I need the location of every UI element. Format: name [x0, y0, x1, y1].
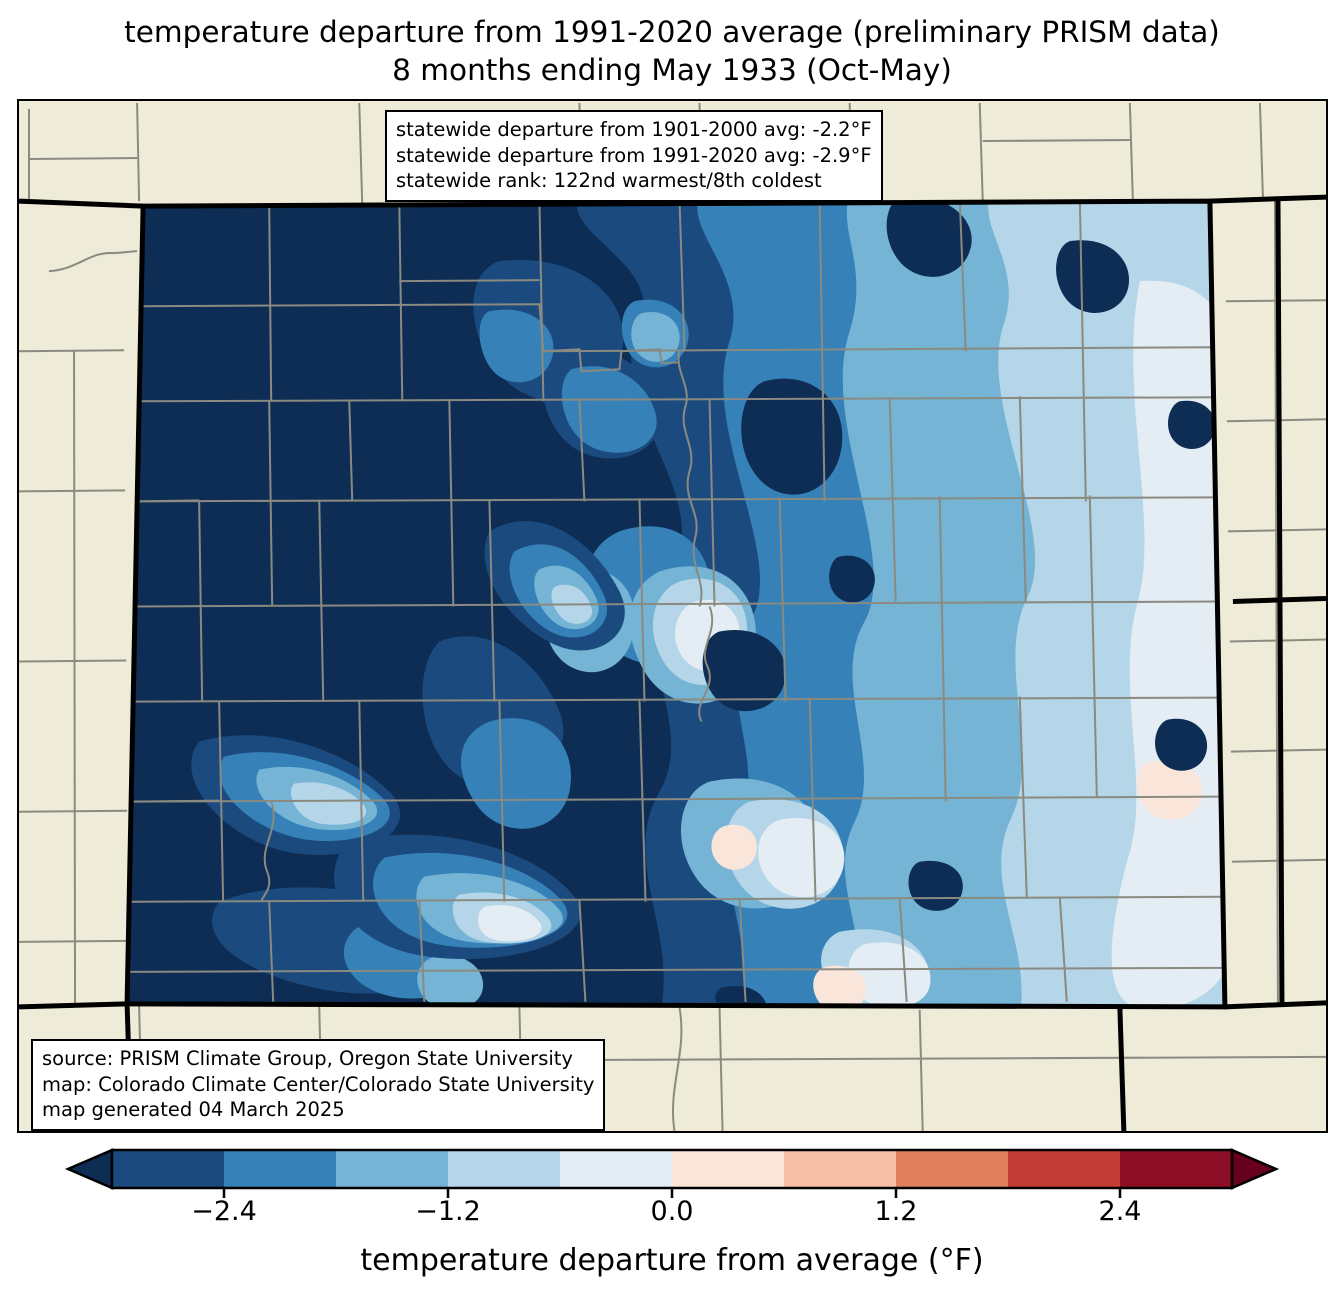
colorbar-tick-label-3: 1.2	[874, 1196, 918, 1227]
colorbar-band-5	[672, 1150, 785, 1188]
temperature-contour-field	[127, 201, 1225, 1007]
colorado-temperature-map	[19, 101, 1326, 1131]
colorbar-under-arrow	[64, 1148, 114, 1190]
colorbar-band-3	[448, 1150, 561, 1188]
stats-line-2: statewide departure from 1991-2020 avg: …	[396, 143, 872, 167]
statewide-stats-box: statewide departure from 1901-2000 avg: …	[385, 110, 883, 202]
colorbar	[0, 1140, 1344, 1200]
source-credits-box: source: PRISM Climate Group, Oregon Stat…	[31, 1039, 606, 1131]
colorado-county-lines	[129, 201, 1225, 1002]
title-line-2: 8 months ending May 1933 (Oct-May)	[392, 52, 952, 87]
colorbar-tick-labels: −2.4 −1.2 0.0 1.2 2.4	[0, 1196, 1344, 1238]
title-line-1: temperature departure from 1991-2020 ave…	[124, 15, 1220, 49]
source-line-2: map: Colorado Climate Center/Colorado St…	[42, 1072, 595, 1096]
figure-title: temperature departure from 1991-2020 ave…	[0, 14, 1344, 90]
map-panel	[17, 99, 1328, 1133]
colorbar-band-2	[336, 1150, 449, 1188]
colorbar-tick-label-1: −1.2	[415, 1196, 481, 1227]
colorbar-swatches	[64, 1148, 1280, 1198]
colorbar-band-7	[896, 1150, 1009, 1188]
colorbar-band-8	[1008, 1150, 1121, 1188]
colorbar-band-9	[1120, 1150, 1233, 1188]
source-line-3: map generated 04 March 2025	[42, 1098, 345, 1122]
colorbar-band-1	[224, 1150, 337, 1188]
colorbar-tick-label-2: 0.0	[650, 1196, 694, 1227]
stats-line-1: statewide departure from 1901-2000 avg: …	[396, 118, 872, 141]
colorbar-tick-label-4: 2.4	[1098, 1196, 1142, 1227]
colorbar-band-0	[112, 1150, 225, 1188]
colorbar-tick-label-0: −2.4	[191, 1196, 257, 1227]
colorbar-band-6	[784, 1150, 897, 1188]
stats-line-3: statewide rank: 122nd warmest/8th coldes…	[396, 169, 822, 193]
colorbar-axis-label: temperature departure from average (°F)	[360, 1243, 984, 1278]
colorbar-over-arrow	[1230, 1148, 1280, 1190]
mountain-contour-detail	[191, 201, 1216, 1007]
source-line-1: source: PRISM Climate Group, Oregon Stat…	[42, 1047, 573, 1070]
colorbar-band-4	[560, 1150, 673, 1188]
